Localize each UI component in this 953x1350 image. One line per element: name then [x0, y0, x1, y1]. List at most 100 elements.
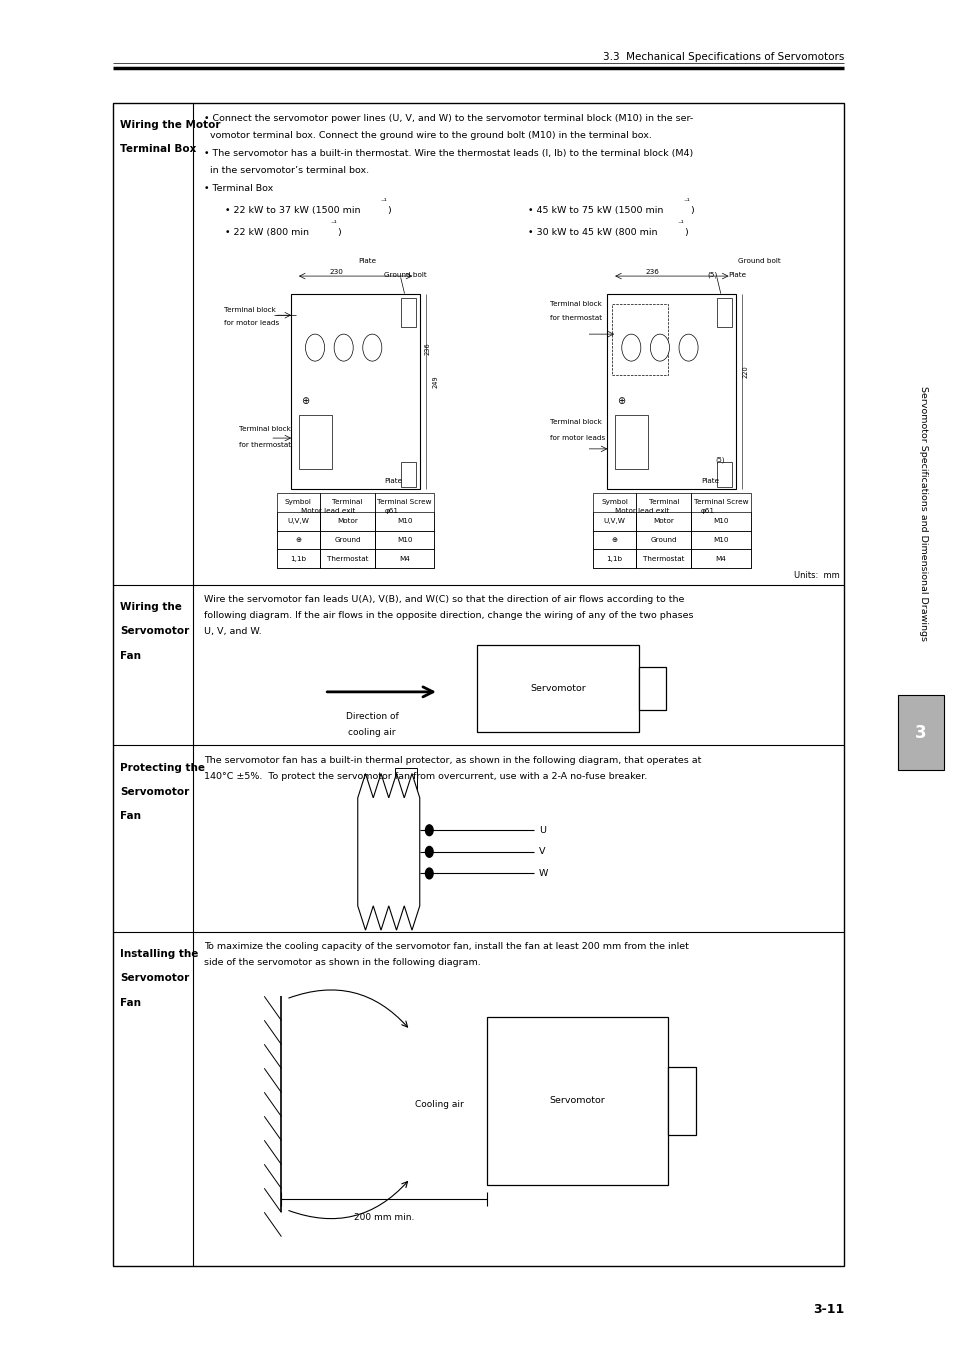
Text: Thermostat: Thermostat	[642, 556, 684, 562]
Text: 249: 249	[432, 375, 437, 387]
Text: for motor leads: for motor leads	[550, 435, 605, 441]
Bar	[375, 549, 434, 568]
Polygon shape	[357, 774, 419, 930]
Text: U,V,W: U,V,W	[603, 518, 625, 524]
Text: Fan: Fan	[120, 651, 141, 660]
Bar	[593, 493, 636, 568]
Bar	[691, 549, 750, 568]
Circle shape	[425, 846, 433, 857]
Bar	[717, 298, 732, 327]
Bar	[291, 293, 419, 489]
Text: • The servomotor has a built-in thermostat. Wire the thermostat leads (l, lb) to: • The servomotor has a built-in thermost…	[204, 150, 693, 158]
Text: side of the servomotor as shown in the following diagram.: side of the servomotor as shown in the f…	[204, 958, 480, 967]
Circle shape	[334, 333, 353, 360]
Text: 236: 236	[645, 269, 659, 275]
Text: vomotor terminal box. Connect the ground wire to the ground bolt (M10) in the te: vomotor terminal box. Connect the ground…	[204, 131, 651, 139]
Text: for thermostat: for thermostat	[238, 441, 291, 448]
Bar	[395, 768, 416, 798]
Text: 3: 3	[914, 724, 925, 742]
Text: 230: 230	[329, 269, 343, 275]
Text: 140°C ±5%.  To protect the servomotor fan from overcurrent, use with a 2-A no-fu: 140°C ±5%. To protect the servomotor fan…	[204, 772, 647, 780]
Bar	[691, 531, 750, 549]
Text: ): )	[336, 228, 340, 236]
Text: M4: M4	[399, 556, 410, 562]
Text: Servomotor: Servomotor	[549, 1096, 604, 1106]
Text: M10: M10	[396, 537, 412, 543]
Circle shape	[621, 333, 640, 360]
Text: ⊕: ⊕	[295, 537, 301, 543]
Bar	[375, 512, 434, 531]
Text: Servomotor: Servomotor	[120, 973, 190, 983]
Text: Motor: Motor	[336, 518, 357, 524]
Text: Plate: Plate	[357, 258, 375, 265]
Bar	[717, 462, 732, 487]
Text: Servomotor: Servomotor	[120, 787, 190, 796]
Text: Servomotor: Servomotor	[120, 626, 190, 636]
Text: • 22 kW to 37 kW (1500 min: • 22 kW to 37 kW (1500 min	[225, 207, 360, 215]
Text: Fan: Fan	[120, 811, 141, 821]
Text: cooling air: cooling air	[348, 728, 395, 737]
Text: Thermostat: Thermostat	[326, 556, 368, 562]
Text: ⁻¹: ⁻¹	[677, 221, 684, 227]
Text: Wiring the Motor: Wiring the Motor	[120, 120, 220, 130]
Text: 220: 220	[742, 366, 748, 378]
Text: φ61: φ61	[384, 508, 398, 514]
Text: 200 mm min.: 200 mm min.	[354, 1214, 414, 1222]
Bar	[400, 462, 416, 487]
Text: The servomotor fan has a built-in thermal protector, as shown in the following d: The servomotor fan has a built-in therma…	[204, 756, 700, 764]
Circle shape	[650, 333, 669, 360]
Bar	[615, 416, 648, 468]
Text: • Terminal Box: • Terminal Box	[204, 185, 274, 193]
Bar	[298, 416, 332, 468]
Circle shape	[679, 333, 698, 360]
Text: Units:  mm: Units: mm	[793, 571, 839, 579]
Bar	[319, 531, 375, 549]
Text: Motor: Motor	[653, 518, 674, 524]
Text: Fan: Fan	[120, 998, 141, 1007]
Text: Installing the: Installing the	[120, 949, 198, 958]
Bar	[319, 549, 375, 568]
Text: ⁻¹: ⁻¹	[682, 200, 690, 205]
Text: Terminal block: Terminal block	[238, 425, 291, 432]
Text: Terminal Screw: Terminal Screw	[693, 500, 747, 505]
Text: ⊕: ⊕	[300, 397, 309, 406]
Bar	[691, 512, 750, 531]
Bar	[400, 298, 416, 327]
Text: Direction of: Direction of	[345, 711, 398, 721]
Text: W: W	[538, 869, 548, 878]
Bar	[486, 1017, 667, 1185]
Text: Terminal block: Terminal block	[224, 306, 276, 313]
Text: • Connect the servomotor power lines (U, V, and W) to the servomotor terminal bl: • Connect the servomotor power lines (U,…	[204, 115, 693, 123]
Text: Symbol: Symbol	[285, 500, 312, 505]
Text: Plate: Plate	[700, 478, 719, 485]
Bar	[612, 304, 667, 374]
Text: ⊕: ⊕	[611, 537, 617, 543]
Bar	[593, 512, 636, 531]
Text: 236: 236	[424, 342, 430, 355]
Text: Plate: Plate	[384, 478, 402, 485]
Bar	[667, 1066, 696, 1134]
Circle shape	[362, 333, 381, 360]
Text: φ61: φ61	[700, 508, 714, 514]
Bar	[639, 667, 665, 710]
Bar	[276, 512, 319, 531]
Bar	[691, 493, 750, 568]
Text: Terminal block: Terminal block	[550, 418, 601, 425]
Text: Terminal: Terminal	[648, 500, 679, 505]
Text: M10: M10	[396, 518, 412, 524]
Bar	[276, 531, 319, 549]
Text: Terminal: Terminal	[332, 500, 362, 505]
Bar	[593, 549, 636, 568]
Text: Cooling air: Cooling air	[415, 1100, 463, 1108]
Text: Ground: Ground	[650, 537, 677, 543]
Bar	[593, 531, 636, 549]
Bar	[276, 493, 319, 568]
Bar	[319, 493, 375, 568]
Text: ⁻¹: ⁻¹	[330, 221, 336, 227]
Text: Servomotor Specifications and Dimensional Drawings: Servomotor Specifications and Dimensiona…	[918, 386, 927, 640]
Text: ⊕: ⊕	[617, 397, 624, 406]
Text: 3.3  Mechanical Specifications of Servomotors: 3.3 Mechanical Specifications of Servomo…	[602, 51, 843, 62]
Text: 1,1b: 1,1b	[290, 556, 306, 562]
Text: ): )	[683, 228, 687, 236]
Text: Plate: Plate	[728, 271, 746, 278]
